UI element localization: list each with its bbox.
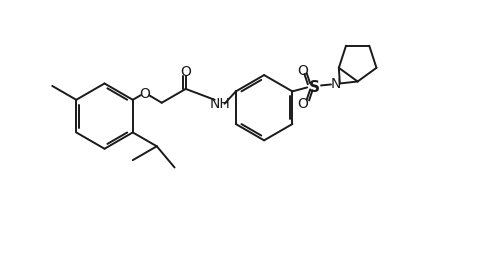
Text: O: O <box>298 64 308 78</box>
Text: N: N <box>331 77 341 91</box>
Text: S: S <box>309 80 319 94</box>
Text: O: O <box>180 65 191 79</box>
Text: O: O <box>139 87 150 101</box>
Text: O: O <box>298 96 308 110</box>
Text: NH: NH <box>209 96 230 110</box>
